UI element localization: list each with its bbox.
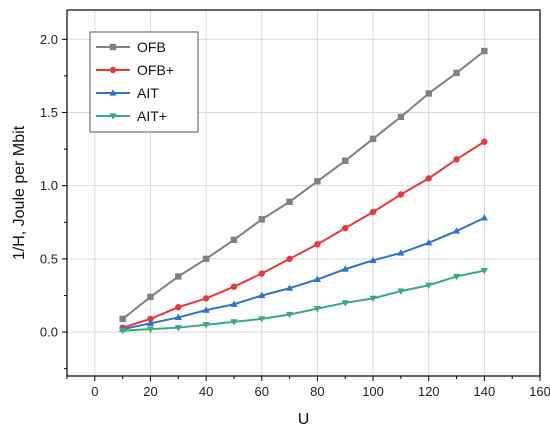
y-axis-title: 1/H, Joule per Mbit <box>11 125 28 260</box>
legend-item: AIT+ <box>96 108 167 124</box>
data-point <box>258 216 265 223</box>
data-point <box>481 47 488 55</box>
data-point <box>425 238 433 246</box>
x-tick-label: 80 <box>310 384 324 399</box>
data-point <box>480 214 488 221</box>
data-point <box>285 311 294 319</box>
x-tick-label: 60 <box>255 384 269 399</box>
data-point <box>286 255 293 263</box>
legend: OFB OFB+ AIT AIT+ <box>89 31 199 133</box>
y-tick-label: 1.0 <box>40 178 58 193</box>
data-point <box>119 315 126 323</box>
data-point <box>397 191 405 198</box>
data-point <box>285 284 294 291</box>
data-point <box>147 293 154 301</box>
data-point <box>314 178 321 185</box>
data-point <box>174 325 182 332</box>
data-point <box>230 236 238 244</box>
y-tick-label: 0.5 <box>40 251 58 266</box>
data-point <box>480 267 488 275</box>
data-point <box>341 265 349 272</box>
data-point <box>286 198 293 205</box>
x-axis-title: U <box>298 411 310 428</box>
series-ofb <box>119 47 488 323</box>
data-point <box>258 270 265 277</box>
data-point <box>369 256 377 263</box>
axis-ticks: 0 20 40 60 80 100 120 140 160 0.0 0.5 1.0 1.5 2.0 <box>40 32 550 399</box>
x-tick-label: 120 <box>418 384 440 399</box>
x-tick-label: 100 <box>362 384 384 399</box>
data-point <box>230 283 238 290</box>
data-point <box>202 306 210 313</box>
series-line <box>122 50 485 320</box>
legend-swatch-marker <box>109 43 117 51</box>
data-point <box>230 300 238 307</box>
data-point <box>397 288 405 295</box>
data-point <box>258 291 266 299</box>
series-ofb-plus <box>119 138 488 331</box>
legend-label: AIT <box>137 85 159 101</box>
data-point <box>314 241 321 248</box>
data-point <box>175 303 182 311</box>
data-point <box>119 328 127 335</box>
data-point <box>425 282 433 290</box>
data-point <box>453 69 460 77</box>
data-point <box>342 157 349 164</box>
legend-swatch-marker <box>109 113 117 120</box>
x-tick-label: 140 <box>474 384 496 399</box>
x-tick-label: 40 <box>199 384 213 399</box>
legend-item: OFB <box>96 39 166 55</box>
series-ait-plus <box>119 267 488 335</box>
y-tick-label: 1.5 <box>40 105 58 120</box>
data-point <box>341 300 349 307</box>
series-ait <box>119 214 488 332</box>
data-point <box>481 138 488 145</box>
legend-label: OFB+ <box>137 62 174 78</box>
legend-swatch-marker <box>109 89 117 96</box>
grid-lines <box>67 10 541 376</box>
data-point <box>453 156 460 163</box>
x-tick-label: 160 <box>529 384 550 399</box>
legend-label: OFB <box>137 39 166 55</box>
y-tick-label: 2.0 <box>40 32 58 47</box>
data-point <box>452 227 461 234</box>
legend-box <box>89 31 199 133</box>
data-point <box>146 319 155 326</box>
data-point <box>425 90 432 97</box>
series-line <box>122 140 485 329</box>
data-point <box>202 295 210 302</box>
data-point <box>202 255 210 263</box>
legend-item: OFB+ <box>96 62 174 78</box>
data-point <box>313 275 322 282</box>
data-point <box>397 249 405 256</box>
x-tick-label: 20 <box>143 384 157 399</box>
legend-item: AIT <box>96 85 159 101</box>
data-point <box>425 175 432 182</box>
data-point <box>202 322 210 329</box>
data-point <box>369 135 377 143</box>
legend-label: AIT+ <box>137 108 167 124</box>
data-point <box>452 273 461 281</box>
data-point <box>342 224 349 232</box>
data-point <box>147 315 154 323</box>
x-tick-label: 0 <box>91 384 98 399</box>
data-point <box>146 326 155 333</box>
data-point <box>258 316 266 323</box>
series-line <box>122 216 485 331</box>
plot-frame <box>66 9 541 377</box>
series-line <box>122 269 485 332</box>
series-layer <box>119 47 488 335</box>
data-point <box>313 306 322 313</box>
data-point <box>174 313 182 321</box>
data-point <box>397 113 405 121</box>
legend-swatch-marker <box>109 66 117 74</box>
data-point <box>369 295 377 303</box>
data-point <box>175 273 182 280</box>
data-point <box>369 208 377 216</box>
y-tick-label: 0.0 <box>40 325 58 340</box>
data-point <box>230 319 238 326</box>
